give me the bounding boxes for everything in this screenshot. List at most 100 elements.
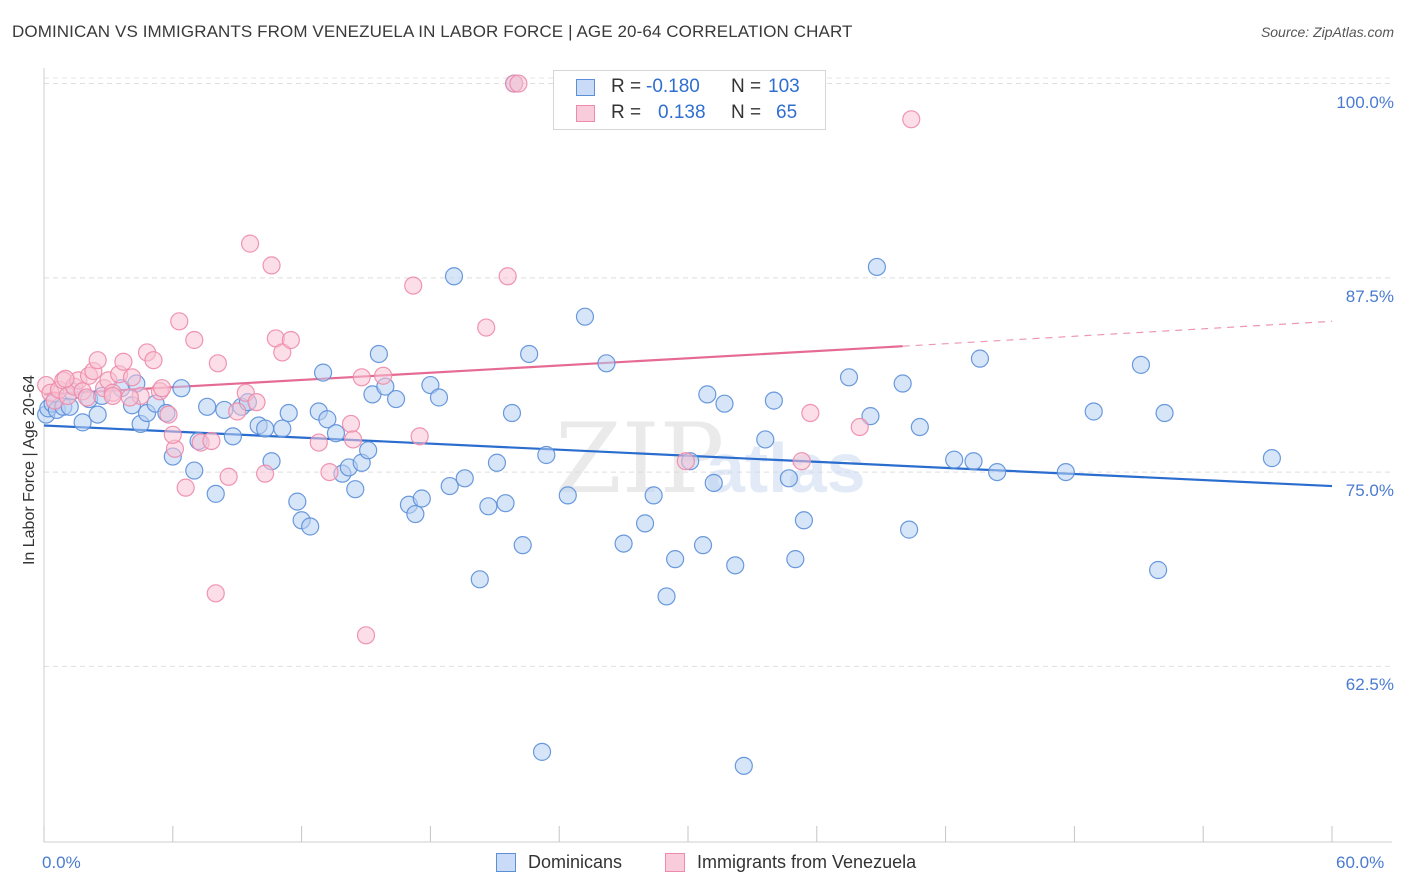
data-points xyxy=(37,74,1281,775)
dominicans-point xyxy=(756,430,775,449)
dominicans-point xyxy=(206,484,225,503)
dominicans-point xyxy=(455,469,474,488)
venezuela-point xyxy=(404,276,423,295)
legend-label-dominicans: Dominicans xyxy=(528,852,623,872)
dominicans-point xyxy=(945,450,964,469)
dominicans-point xyxy=(614,534,633,553)
dominicans-point xyxy=(513,536,532,555)
dominicans-point xyxy=(496,494,515,513)
dominicans-point xyxy=(704,473,723,493)
dominicans-point xyxy=(346,480,365,499)
dominicans-point xyxy=(223,427,243,446)
dominicans-point xyxy=(421,375,440,395)
chart-source: Source: ZipAtlas.com xyxy=(1260,24,1394,40)
y-tick-label: 62.5% xyxy=(1345,675,1394,695)
dominicans-point xyxy=(988,462,1007,482)
venezuela-point xyxy=(792,452,811,471)
dominicans-point xyxy=(734,756,753,775)
venezuela-point xyxy=(320,462,339,482)
venezuela-point xyxy=(206,584,225,603)
venezuela-point xyxy=(152,379,172,398)
dominicans-point xyxy=(288,492,307,511)
watermark-atlas: atlas xyxy=(706,429,866,507)
dominicans-point xyxy=(867,257,887,277)
dominicans-point xyxy=(502,403,522,423)
venezuela-point xyxy=(374,366,393,385)
venezuela-point xyxy=(170,312,189,331)
venezuela-point xyxy=(219,467,238,486)
y-tick-label: 87.5% xyxy=(1345,286,1394,306)
dominicans-point xyxy=(779,469,798,488)
venezuela-point xyxy=(498,267,517,286)
dominicans-point xyxy=(537,445,556,465)
venezuela-point xyxy=(341,414,361,434)
dominicans-point xyxy=(444,267,464,286)
dominicans-point xyxy=(318,410,337,429)
venezuela-point xyxy=(185,330,204,350)
y-tick-label: 100.0% xyxy=(1336,92,1394,112)
dominicans-point xyxy=(1155,403,1174,423)
venezuela-point xyxy=(228,402,247,421)
legend-label-venezuela: Immigrants from Venezuela xyxy=(697,852,917,872)
dominicans-point xyxy=(794,511,814,530)
dominicans-point xyxy=(1262,449,1281,468)
dominicans-point xyxy=(861,407,880,426)
dominicans-point xyxy=(487,453,507,472)
venezuela-point xyxy=(77,388,97,407)
dominicans-point xyxy=(406,504,425,524)
venezuela-point xyxy=(801,403,820,423)
legend-n-value: 65 xyxy=(776,102,798,123)
dominicans-point xyxy=(644,486,663,505)
venezuela-point xyxy=(352,368,371,387)
venezuela-point xyxy=(122,368,142,387)
venezuela-point xyxy=(273,343,292,362)
dominicans-point xyxy=(88,405,107,424)
dominicans-point xyxy=(273,419,292,438)
venezuela-point xyxy=(850,417,869,437)
dominicans-point xyxy=(786,550,805,569)
venezuela-point xyxy=(902,110,921,129)
series-legend: Dominicans Immigrants from Venezuela xyxy=(0,852,1406,878)
gridlines xyxy=(44,77,1392,667)
dominicans-point xyxy=(470,570,489,589)
venezuela-point xyxy=(176,478,195,497)
dominicans-point xyxy=(693,536,713,555)
venezuela-point xyxy=(159,405,178,424)
dominicans-point xyxy=(698,385,717,404)
dominicans-point xyxy=(301,517,320,536)
dominicans-point xyxy=(479,497,498,516)
venezuela-point xyxy=(144,351,163,370)
y-tick-label: 75.0% xyxy=(1345,481,1394,501)
dominicans-point xyxy=(313,363,333,382)
legend-swatch-dominicans xyxy=(576,79,595,96)
dominicans-point xyxy=(900,520,919,539)
dominicans-point xyxy=(326,424,346,443)
dominicans-point xyxy=(657,587,676,606)
venezuela-point xyxy=(509,74,528,93)
venezuela-point xyxy=(356,626,376,645)
legend-r-value: 0.138 xyxy=(658,102,706,123)
legend-swatch-venezuela xyxy=(576,105,595,122)
legend-r-label: R = xyxy=(611,76,642,97)
legend-n-label: N = xyxy=(731,76,762,97)
legend-n-value: 103 xyxy=(768,76,800,97)
dominicans-point xyxy=(198,397,217,416)
legend-swatch-dominicans xyxy=(496,853,516,872)
dominicans-point xyxy=(73,413,92,432)
venezuela-point xyxy=(281,330,300,350)
y-axis-title: In Labor Force | Age 20-64 xyxy=(21,374,38,566)
venezuela-point xyxy=(256,464,275,483)
dominicans-point xyxy=(575,307,595,326)
dominicans-point xyxy=(369,344,388,364)
dominicans-point xyxy=(172,379,191,398)
venezuela-point xyxy=(88,351,107,370)
dominicans-point xyxy=(185,461,204,480)
legend-swatch-venezuela xyxy=(665,853,685,872)
x-tick-label-max: 60.0% xyxy=(1336,853,1385,872)
dominicans-point xyxy=(1131,355,1151,374)
x-tick-label-min: 0.0% xyxy=(42,853,81,872)
venezuela-point xyxy=(344,430,363,449)
dominicans-point xyxy=(1084,402,1103,421)
